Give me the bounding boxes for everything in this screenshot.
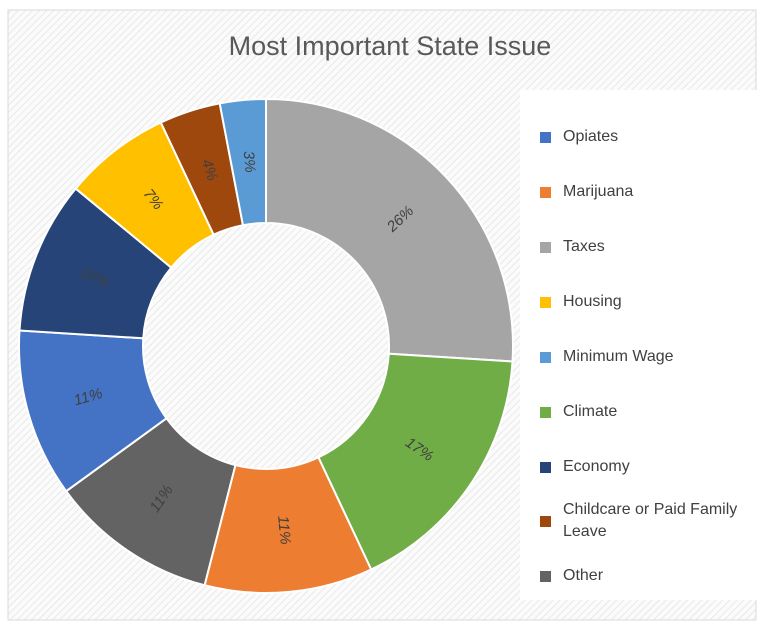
legend-item: Minimum Wage	[540, 346, 760, 368]
data-label: 3%	[240, 150, 259, 173]
legend-label: Climate	[563, 403, 618, 420]
legend-swatch	[540, 296, 551, 308]
legend-swatch	[540, 406, 551, 418]
legend-label: Taxes	[563, 238, 605, 255]
legend-swatch	[540, 131, 551, 143]
legend-label: Other	[563, 567, 604, 584]
donut-slice	[317, 352, 514, 571]
donut-slice	[265, 97, 514, 363]
legend-item: Taxes	[540, 236, 760, 258]
legend: Opiates Marijuana Taxes Housing Minimum Wage…	[520, 90, 764, 600]
data-label: 4%	[198, 157, 221, 183]
legend-item: Economy	[540, 456, 760, 478]
legend-item: Opiates	[540, 126, 760, 148]
legend-item: Marijuana	[540, 181, 760, 203]
donut-slice	[218, 97, 267, 227]
legend-item: Climate	[540, 401, 760, 423]
legend-item: Housing	[540, 291, 760, 313]
legend-swatch	[540, 515, 551, 527]
legend-swatch	[540, 570, 551, 582]
legend-label: Childcare or Paid Family Leave	[563, 501, 738, 540]
legend-item: Childcare or Paid Family Leave	[540, 499, 760, 543]
legend-item: Other	[540, 565, 760, 587]
legend-swatch	[540, 241, 551, 253]
legend-label: Marijuana	[563, 183, 634, 200]
data-label: 11%	[274, 515, 294, 545]
donut: 26%17%11%11%11%10%7%4% 3%	[18, 97, 514, 594]
legend-swatch	[540, 186, 551, 198]
legend-label: Housing	[563, 293, 622, 310]
legend-swatch	[540, 461, 551, 473]
legend-label: Minimum Wage	[563, 348, 674, 365]
legend-label: Economy	[563, 458, 630, 475]
legend-swatch	[540, 351, 551, 363]
chart-title: Most Important State Issue	[229, 31, 552, 61]
legend-label: Opiates	[563, 128, 619, 145]
